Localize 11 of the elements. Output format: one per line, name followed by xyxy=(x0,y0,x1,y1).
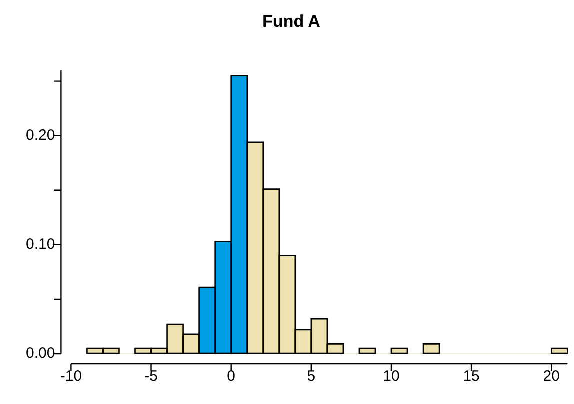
x-tick-label: 15 xyxy=(463,368,480,386)
x-tick-label: 10 xyxy=(383,368,400,386)
x-tick-label: -5 xyxy=(144,368,158,386)
y-tick-label: 0.20 xyxy=(26,126,56,144)
x-tick-label: -10 xyxy=(60,368,82,386)
x-tick-label: 0 xyxy=(227,368,236,386)
y-tick-label: 0.00 xyxy=(26,345,56,362)
x-tick-label: 5 xyxy=(307,368,316,386)
chart-title: Fund A xyxy=(262,12,320,31)
y-tick-label: 0.10 xyxy=(26,236,56,254)
x-tick-label: 20 xyxy=(543,368,560,386)
